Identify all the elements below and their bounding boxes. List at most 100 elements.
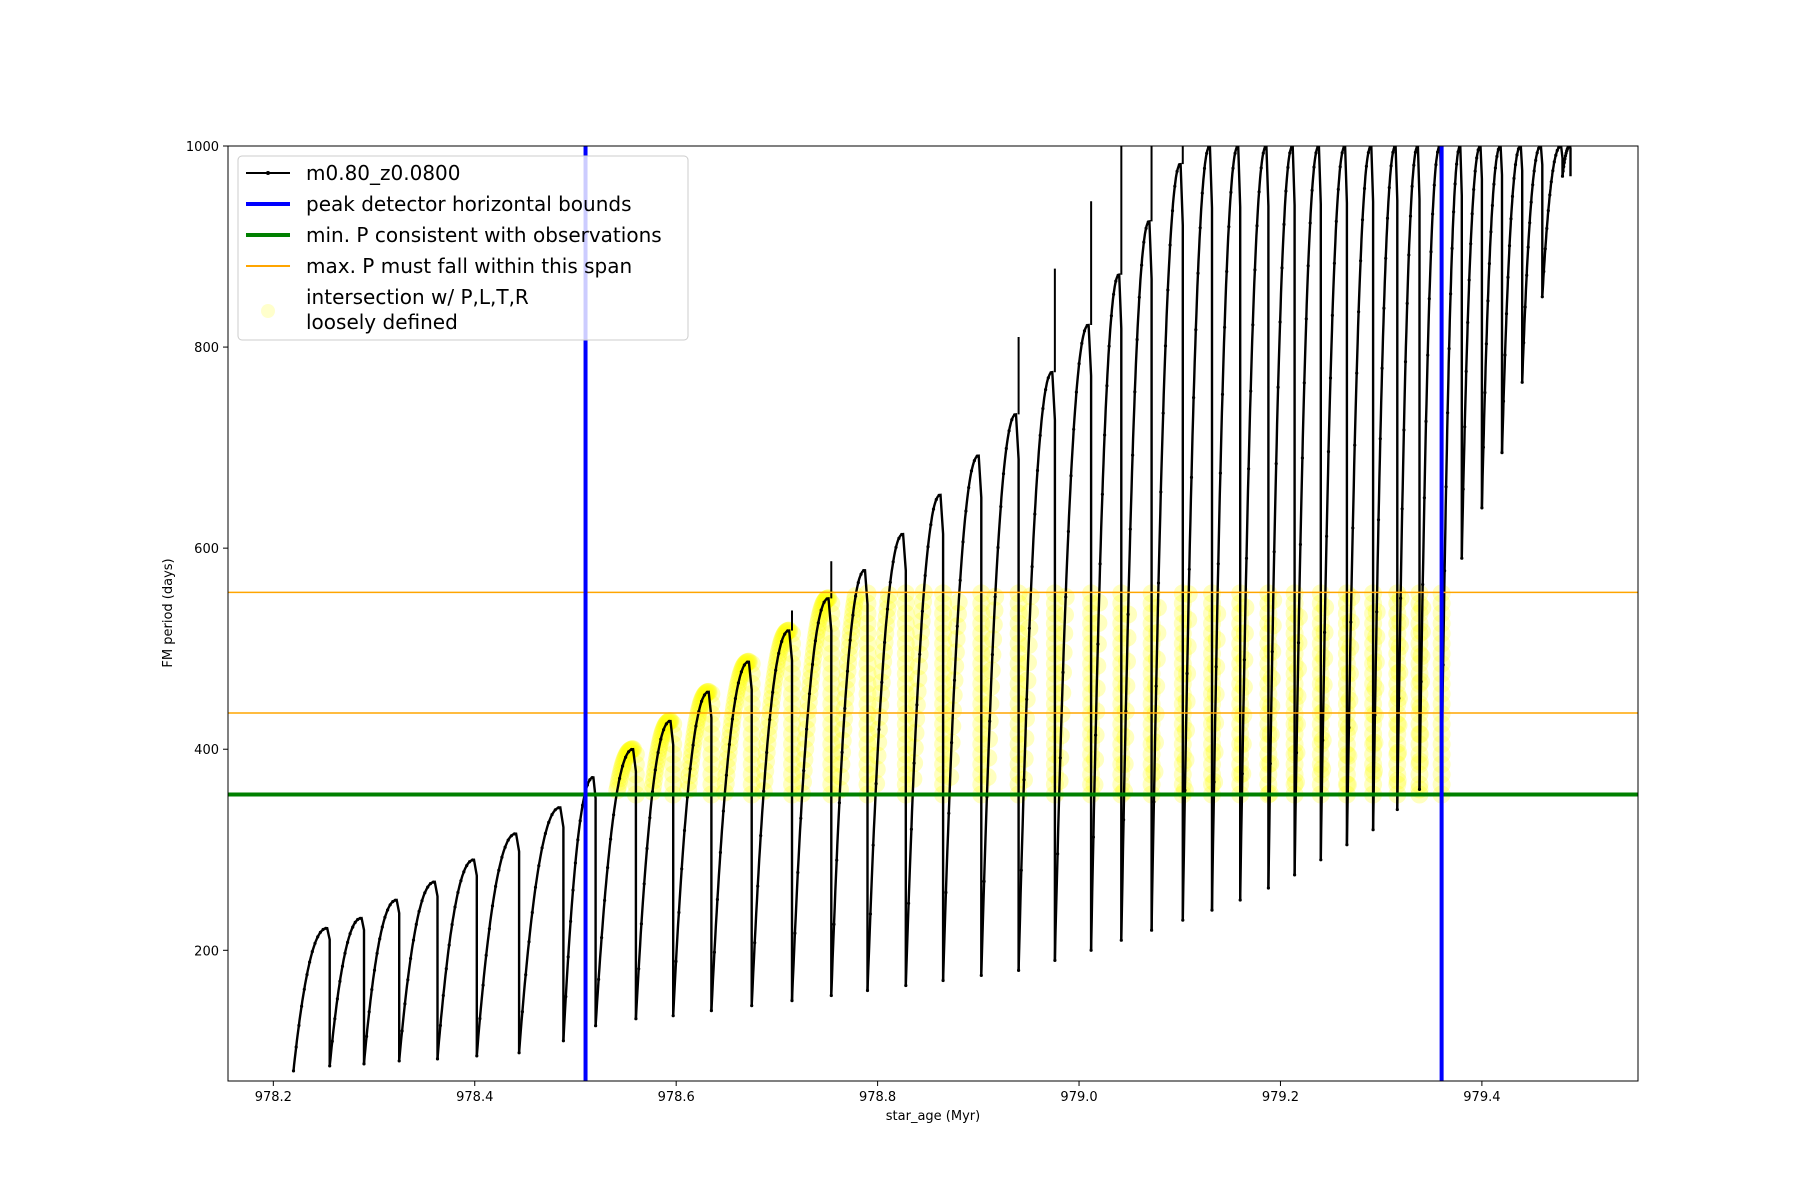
series-cycle xyxy=(1345,146,1375,845)
series-marker xyxy=(871,843,875,847)
series-marker xyxy=(691,743,695,747)
series-marker xyxy=(1492,182,1496,186)
series-marker xyxy=(854,594,858,598)
series-marker xyxy=(348,932,352,936)
series-marker xyxy=(1235,146,1239,149)
series-marker xyxy=(324,926,328,930)
series-marker xyxy=(1312,165,1316,169)
series-marker xyxy=(944,890,948,895)
series-marker xyxy=(756,884,760,888)
series-marker xyxy=(1296,641,1301,645)
series-marker xyxy=(1304,317,1308,321)
x-tick-label: 978.2 xyxy=(255,1090,292,1105)
series-marker xyxy=(1473,169,1477,173)
series-marker xyxy=(1405,301,1409,305)
series-marker xyxy=(1380,366,1384,370)
series-marker xyxy=(414,922,418,927)
series-marker xyxy=(1154,684,1158,688)
series-cycle xyxy=(1120,219,1153,941)
series-marker xyxy=(1419,680,1423,684)
series-cycle xyxy=(1418,146,1443,790)
intersection-marker xyxy=(664,725,683,744)
series-marker xyxy=(487,927,491,931)
series-marker xyxy=(915,703,919,707)
series-marker xyxy=(1472,187,1476,192)
series-marker xyxy=(1053,958,1057,963)
series-marker xyxy=(1452,210,1456,214)
series-marker xyxy=(1552,160,1556,164)
series-marker xyxy=(576,838,580,842)
series-layer xyxy=(291,146,1572,1073)
series-marker xyxy=(1495,154,1499,159)
series-marker xyxy=(993,595,997,599)
series-marker xyxy=(1082,329,1087,333)
series-marker xyxy=(1389,164,1393,168)
series-marker xyxy=(1196,271,1200,275)
series-marker xyxy=(1168,243,1172,247)
series-marker xyxy=(982,879,986,884)
series-marker xyxy=(1094,733,1098,737)
series-marker xyxy=(1105,384,1109,388)
series-marker xyxy=(423,891,427,895)
series-marker xyxy=(1238,898,1242,902)
series-marker xyxy=(1004,446,1008,451)
series-marker xyxy=(736,681,741,685)
series-marker xyxy=(1362,186,1367,191)
series-marker xyxy=(990,653,995,657)
series-marker xyxy=(1391,150,1395,154)
series-marker xyxy=(612,813,616,817)
series-marker xyxy=(590,776,594,780)
intersection-marker xyxy=(742,664,761,683)
series-marker xyxy=(1056,852,1060,856)
series-cycle xyxy=(1319,146,1349,860)
series-marker xyxy=(885,607,890,611)
series-marker xyxy=(1200,191,1204,195)
series-cycle xyxy=(1293,146,1322,875)
series-marker xyxy=(1429,250,1433,254)
series-marker xyxy=(727,742,732,747)
series-marker xyxy=(1022,778,1026,782)
series-marker xyxy=(1560,174,1565,178)
intersection-marker xyxy=(783,624,801,643)
series-marker xyxy=(1314,151,1318,155)
series-marker xyxy=(1353,443,1357,447)
series-marker xyxy=(1202,166,1207,170)
series-marker xyxy=(1177,163,1181,167)
series-marker xyxy=(934,497,938,502)
series-marker xyxy=(517,1051,521,1055)
series-marker xyxy=(1207,146,1211,149)
series-marker xyxy=(1152,800,1156,804)
series-marker xyxy=(1432,183,1436,187)
series-marker xyxy=(386,908,390,912)
series-marker xyxy=(397,1059,401,1063)
series-marker xyxy=(1355,371,1359,375)
series-marker xyxy=(929,523,933,527)
series-marker xyxy=(375,951,379,955)
series-marker xyxy=(753,941,757,945)
series-marker xyxy=(1563,154,1568,158)
series-marker xyxy=(715,897,720,902)
series-cycle xyxy=(1396,146,1421,810)
x-tick-label: 979.4 xyxy=(1463,1090,1500,1105)
series-marker xyxy=(999,505,1003,509)
series-marker xyxy=(524,973,528,977)
intersection-marker xyxy=(664,715,683,734)
series-marker xyxy=(1274,462,1278,466)
series-marker xyxy=(780,639,784,644)
series-marker xyxy=(897,536,901,541)
series-marker xyxy=(543,831,548,836)
series-marker xyxy=(680,867,684,871)
series-marker xyxy=(1395,807,1399,812)
series-marker xyxy=(742,663,747,667)
series-marker xyxy=(1107,344,1111,348)
series-marker xyxy=(1481,445,1485,449)
series-marker xyxy=(1263,146,1267,149)
series-marker xyxy=(547,820,551,825)
x-axis-label: star_age (Myr) xyxy=(886,1109,980,1124)
series-marker xyxy=(328,1064,332,1068)
series-marker xyxy=(793,931,797,935)
series-marker xyxy=(1210,908,1214,912)
series-marker xyxy=(1393,146,1397,149)
series-marker xyxy=(564,995,568,999)
series-marker xyxy=(1450,246,1454,250)
